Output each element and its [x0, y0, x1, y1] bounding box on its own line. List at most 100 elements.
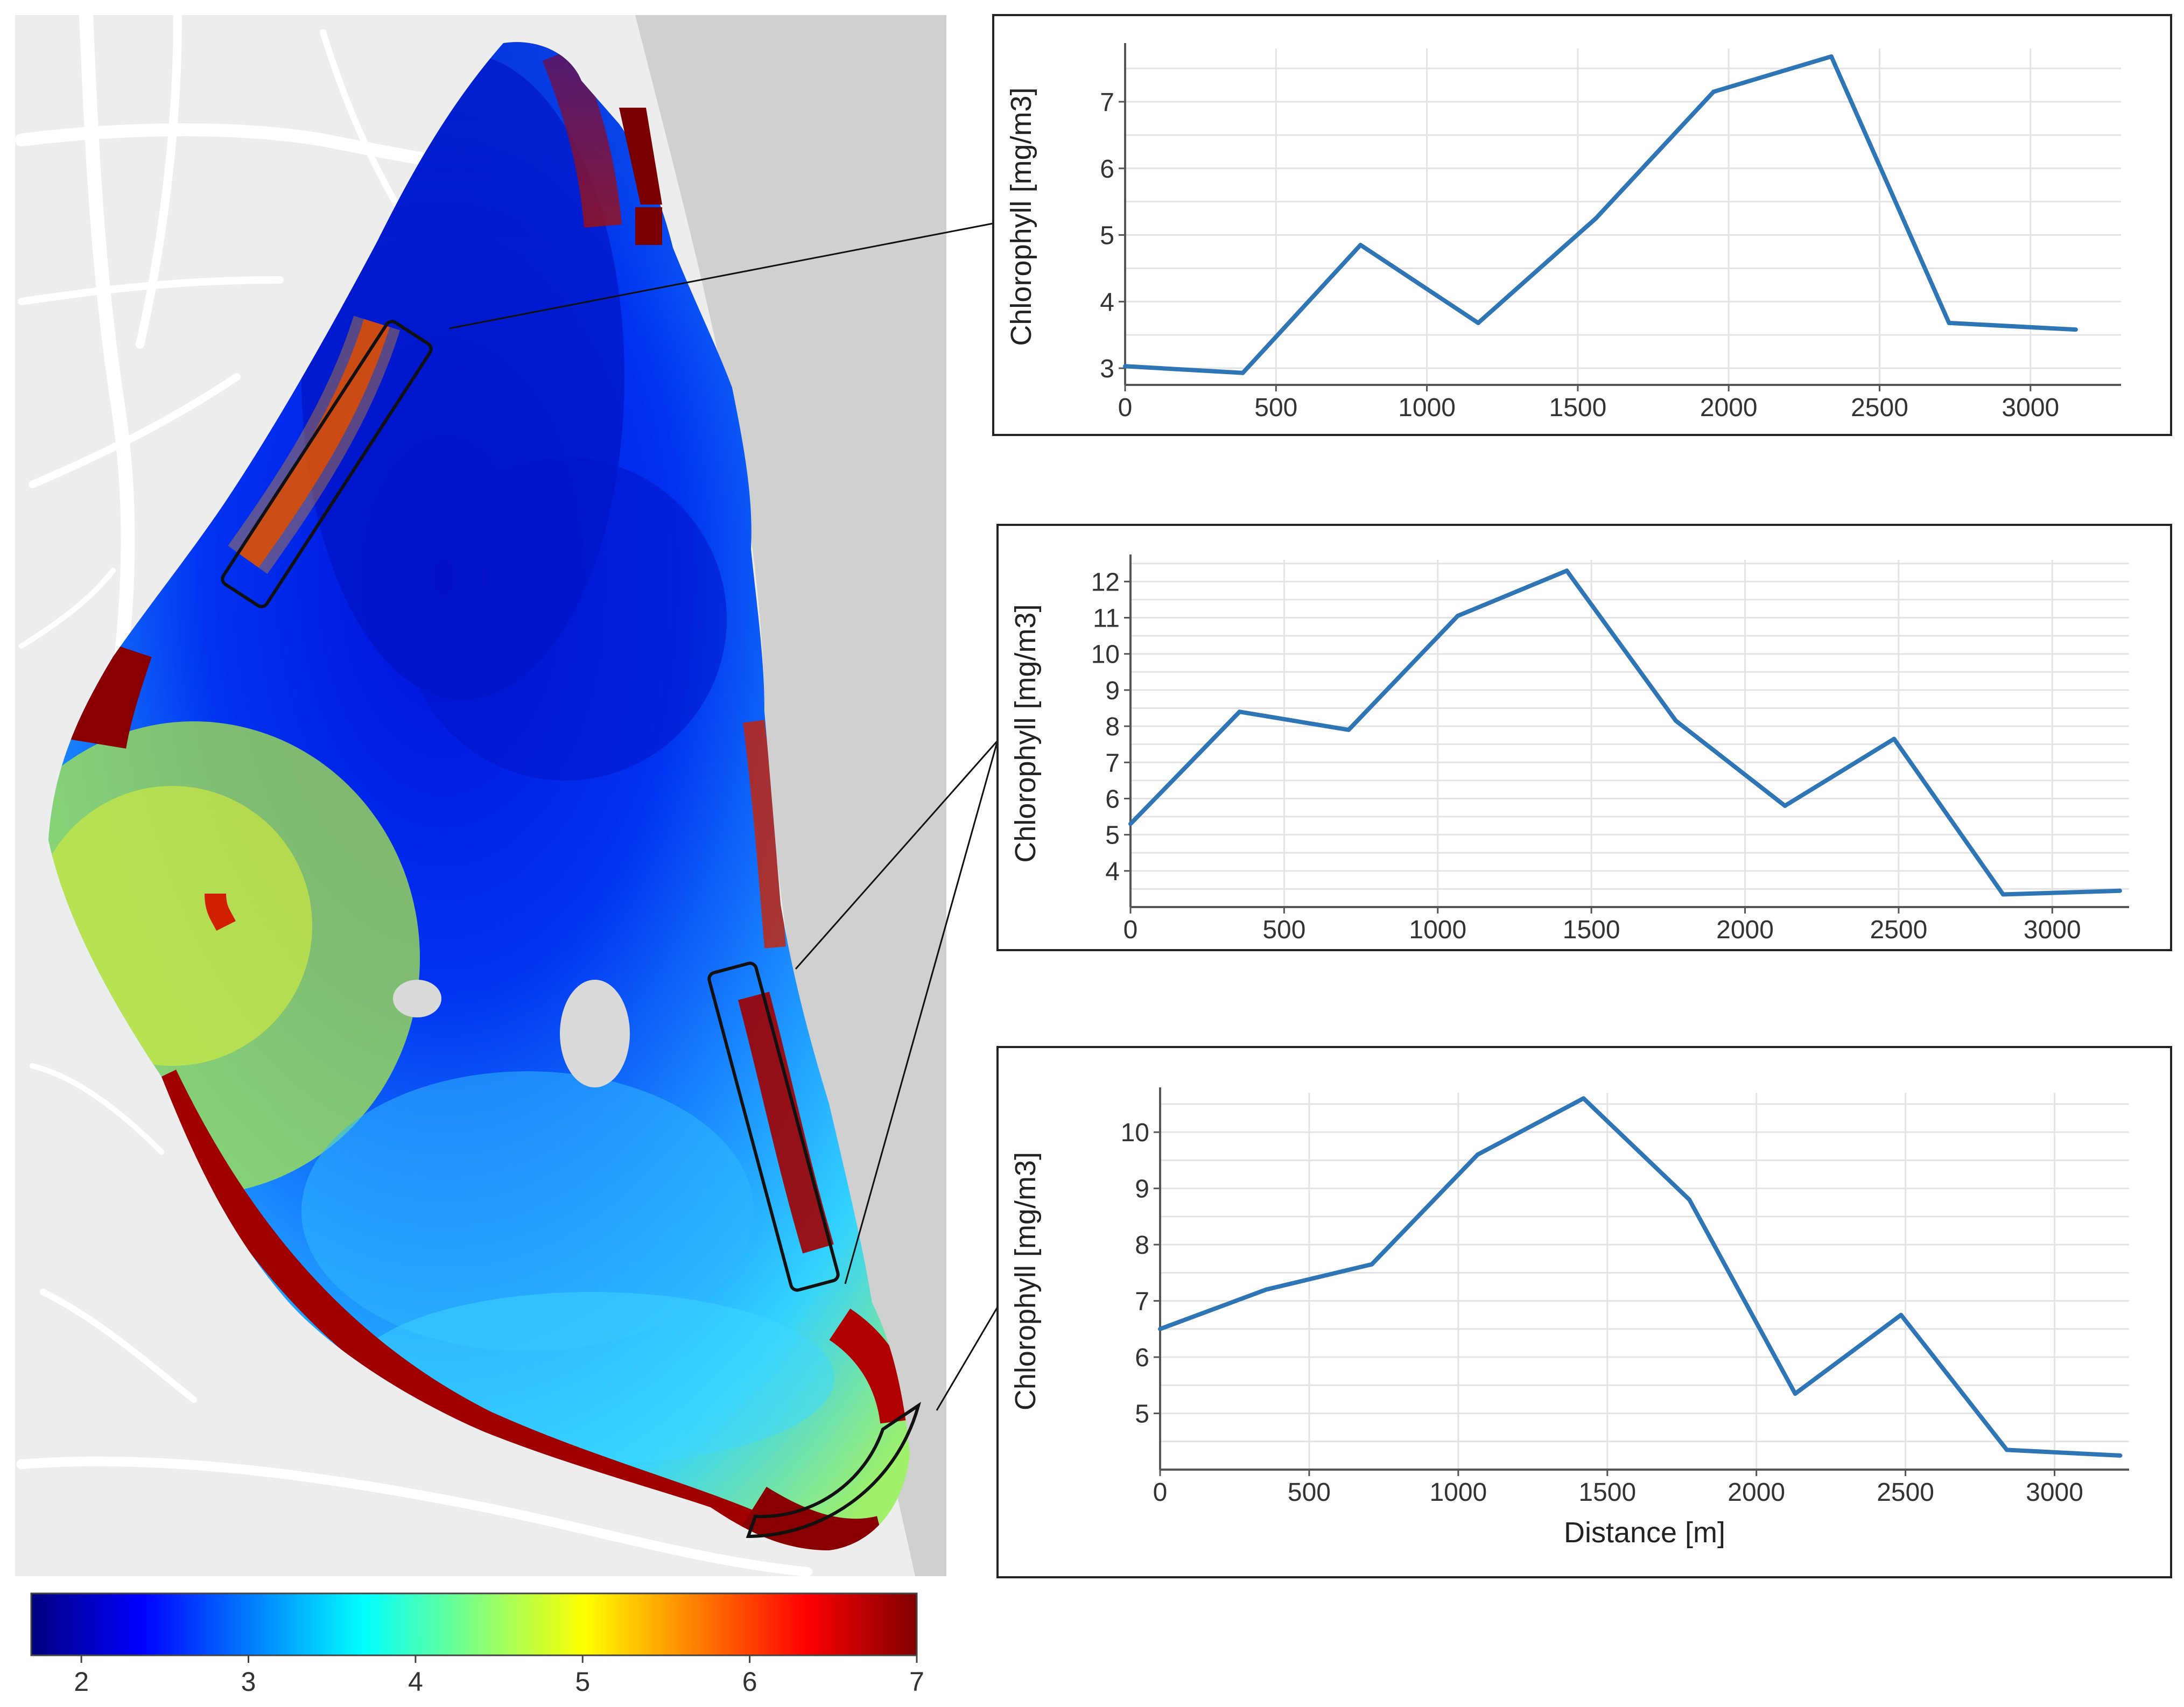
y-tick-label: 5: [1105, 821, 1120, 850]
data-point: [1358, 243, 1363, 248]
y-tick-label: 8: [1105, 713, 1120, 741]
data-point: [1793, 1391, 1797, 1396]
chart-1-grid: [1124, 48, 2121, 385]
y-tick-label: 3: [1100, 355, 1114, 383]
chart-1-y-axis-label: Chlorophyll [mg/m3]: [1005, 87, 1037, 346]
y-tick-label: 4: [1100, 288, 1114, 317]
y-tick-label: 12: [1091, 568, 1120, 596]
chart-1-series: [1123, 54, 2078, 375]
transect-1-box[interactable]: [220, 319, 433, 609]
colorbar-ticks: 2 3 4 5 6 7: [74, 1655, 924, 1697]
data-point: [1455, 614, 1460, 619]
x-tick-label: 3000: [2024, 916, 2081, 944]
island-large: [560, 980, 630, 1087]
x-tick-label: 0: [1118, 394, 1133, 422]
series-line-transect-2: [1129, 568, 2120, 897]
series-line-transect-3: [1159, 1096, 2120, 1458]
data-point: [2117, 888, 2122, 893]
colorbar-gradient: [30, 1592, 918, 1656]
data-point: [1237, 710, 1242, 714]
x-tick-label: 2500: [1851, 394, 1908, 422]
data-point: [1370, 1262, 1374, 1267]
data-point: [1476, 320, 1480, 325]
transect-3-arc[interactable]: [746, 1402, 922, 1539]
y-tick-label: 9: [1135, 1175, 1149, 1204]
data-point: [1782, 803, 1787, 808]
y-tick-label: 10: [1121, 1119, 1149, 1147]
data-point: [1687, 1197, 1692, 1202]
x-tick-label: 1000: [1409, 916, 1466, 944]
y-tick-label: 10: [1091, 641, 1120, 669]
data-point: [1158, 1326, 1162, 1331]
x-tick-label: 2500: [1870, 916, 1928, 944]
x-tick-label: 1500: [1563, 916, 1620, 944]
x-tick-label: 1500: [1549, 394, 1607, 422]
chart-3-y-ticks: 5 6 7 8 9 10: [1121, 1119, 1160, 1429]
chart-1-y-ticks: 3 4 5 6 7: [1100, 88, 1125, 383]
chart-2-x-ticks: 0 500 1000 1500 2000 2500 3000: [1123, 907, 2081, 944]
chart-2-y-ticks: 4 5 6 7 8 9 10 11 12: [1091, 568, 1130, 886]
y-tick-label: 7: [1105, 749, 1120, 777]
colorbar-tick-label: 4: [408, 1667, 423, 1697]
chart-transect-2: 0 500 1000 1500 2000 2500 3000 4 5 6 7 8 9 10 11 12 Ch…: [996, 524, 2172, 951]
colorbar-tick-label: 2: [74, 1667, 89, 1697]
x-tick-label: 2500: [1877, 1478, 1934, 1507]
chart-3-x-ticks: 0 500 1000 1500 2000 2500 3000: [1153, 1470, 2083, 1507]
chart-2-y-axis-label: Chlorophyll [mg/m3]: [1009, 604, 1042, 862]
data-point: [1674, 718, 1679, 723]
northeast-hotspot: [619, 108, 662, 205]
data-point: [1947, 320, 1951, 325]
x-tick-label: 1000: [1429, 1478, 1487, 1507]
data-point: [1899, 1312, 1904, 1317]
data-point: [1892, 736, 1897, 741]
x-tick-label: 2000: [1727, 1478, 1785, 1507]
chart-1-frame: [992, 14, 2172, 436]
chart-3-x-axis-label: Distance [m]: [1564, 1516, 1725, 1549]
colorbar-tick-label: 7: [909, 1667, 924, 1697]
colorbar-tick-label: 3: [241, 1667, 256, 1697]
chart-3-y-axis-label: Chlorophyll [mg/m3]: [1009, 1152, 1042, 1410]
road-network: [15, 9, 812, 1577]
data-point: [2000, 892, 2005, 897]
x-tick-label: 3000: [2026, 1478, 2083, 1507]
x-tick-label: 2000: [1700, 394, 1758, 422]
northeast-hotspot-2: [635, 207, 662, 245]
sea-area: [635, 15, 946, 1576]
x-tick-label: 1500: [1578, 1478, 1636, 1507]
y-tick-label: 6: [1105, 785, 1120, 813]
data-point: [1711, 89, 1716, 94]
connector-lines: [449, 222, 999, 1411]
chart-3-series: [1158, 1096, 2123, 1458]
y-tick-label: 4: [1105, 858, 1120, 886]
transect-2-box[interactable]: [707, 961, 840, 1292]
data-point: [1829, 54, 1834, 59]
data-point: [1593, 216, 1598, 221]
x-tick-label: 0: [1153, 1478, 1168, 1507]
y-tick-label: 5: [1100, 222, 1114, 250]
chart-1-axes: [1124, 43, 2121, 386]
data-point: [1240, 370, 1245, 375]
y-tick-label: 9: [1105, 677, 1120, 705]
x-tick-label: 500: [1262, 916, 1305, 944]
y-tick-label: 5: [1135, 1400, 1149, 1429]
chart-3-axes: [1159, 1087, 2129, 1471]
data-point: [1475, 1152, 1480, 1157]
y-tick-label: 7: [1100, 88, 1114, 117]
chart-transect-3: 0 500 1000 1500 2000 2500 3000 5 6 7 8 9 10 Chlorop…: [996, 1046, 2172, 1578]
colorbar: 2 3 4 5 6 7: [30, 1592, 924, 1697]
data-point: [2073, 327, 2078, 332]
map-panel: [15, 9, 999, 1577]
x-tick-label: 2000: [1716, 916, 1774, 944]
colorbar-tick-label: 5: [575, 1667, 590, 1697]
data-point: [1581, 1096, 1586, 1101]
y-tick-label: 11: [1093, 605, 1120, 633]
island-small: [393, 980, 441, 1017]
y-tick-label: 6: [1100, 155, 1114, 184]
chart-2-axes: [1129, 554, 2129, 908]
colorbar-tick-label: 6: [742, 1667, 757, 1697]
chart-3-frame: [996, 1046, 2172, 1578]
data-point: [1123, 364, 1127, 369]
data-point: [1346, 727, 1351, 732]
chart-transect-1: 0 500 1000 1500 2000 2500 3000 3 4 5 6 7 Chlorophy…: [992, 14, 2172, 436]
